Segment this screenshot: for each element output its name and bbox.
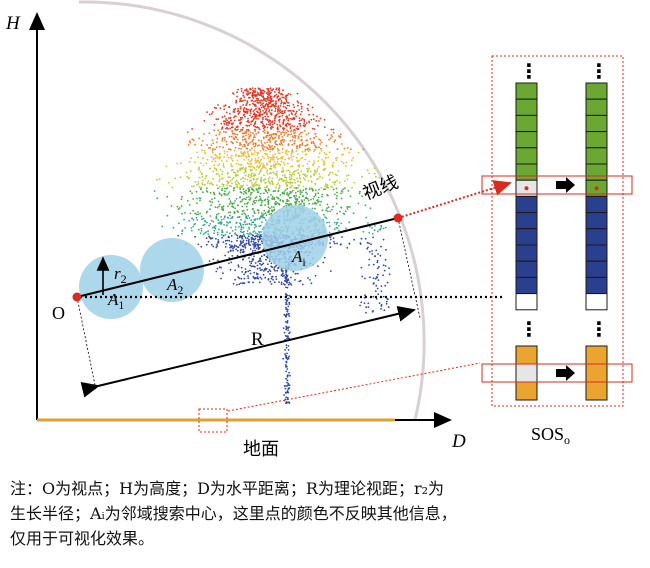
sos-cell-upper [585,260,608,278]
r-dimension-arrow [80,305,416,398]
sos-marker-dot [594,186,599,191]
sos-cell-lower [585,345,608,365]
search-sphere-a1 [79,255,143,319]
sos-arrow-lower [556,365,575,381]
sos-cell-lower [515,363,538,383]
sos-highlight-lower [481,363,633,383]
dots-top-right: ⋮ [589,59,609,83]
sos-highlight-upper [481,175,633,195]
a2-label: A2 [166,275,183,297]
sos-cell-lower [585,363,608,383]
a1-label: A1 [107,290,124,312]
sos-cell-lower [585,381,608,401]
sight-line [76,217,399,298]
view-range-arc [78,0,426,421]
sos-cell-upper [515,212,538,230]
r2-label: r2 [114,264,127,286]
sos-cell-upper [515,293,538,311]
sos-cell-upper [515,228,538,246]
sos-cell-upper [585,147,608,165]
sos-cell-upper [515,114,538,133]
sos-cell-upper [585,163,608,181]
sos-cell-upper [515,131,538,149]
sos-cell-upper [585,114,608,133]
sos-cell-upper [585,195,608,214]
sos-cell-upper [515,82,538,100]
h-axis-label: H [5,13,21,34]
r-extension-right [397,217,421,319]
sightline-end-dot [393,213,403,223]
sos-cell-upper [515,147,538,165]
sos-cell-upper [585,212,608,230]
d-axis-label: D [451,431,466,452]
sos-cell-upper [515,276,538,295]
caption-line-2: 生长半径；Aᵢ为邻域搜索中心，这里点的颜色不反映其他信息， [10,504,457,523]
sos-columns [515,82,608,401]
dots-mid-left: ⋮ [519,317,539,341]
caption-line-1: 注：O为视点；H为高度；D为水平距离；R为理论视距；r₂为 [10,479,445,498]
ground-link [227,362,481,412]
origin-label: O [52,303,65,323]
sos-cell-upper [515,163,538,181]
sos-cell-upper [515,244,538,262]
sos-cell-lower [515,381,538,401]
sos-cell-upper [585,131,608,149]
caption: 注：O为视点；H为高度；D为水平距离；R为理论视距；r₂为 生长半径；Aᵢ为邻域… [10,476,640,551]
sos-cell-upper [515,260,538,278]
sos-cell-upper [585,276,608,295]
search-sphere-ai [262,205,328,271]
ground-sample-box [198,408,228,433]
sos-diagram: H D O R r2 A1 A2 Ai 视线 地面 SOSo ⋮ ⋮ ⋮ ⋮ [5,0,633,460]
dots-top-left: ⋮ [519,59,539,83]
sight-link [397,180,512,219]
sos-cell-upper [585,293,608,311]
sos-cell-upper [585,82,608,100]
sos-cell-upper [585,244,608,262]
sos-arrow-upper [556,177,575,193]
r-label: R [251,329,264,350]
viewpoint-dot [72,292,82,302]
sos-panel-frame [491,55,624,407]
search-sphere-a2 [140,238,204,302]
dots-mid-right: ⋮ [589,317,609,341]
sos-cell-upper [585,228,608,246]
sos-cell-upper [515,98,538,116]
sos-label: SOSo [531,424,570,447]
caption-line-3: 仅用于可视化效果。 [10,529,155,548]
ground-label: 地面 [243,439,279,460]
sight-line-label: 视线 [360,172,401,205]
sos-marker-dot [524,186,529,191]
sos-cell-upper [585,98,608,116]
sos-cell-upper [515,195,538,214]
ai-label: Ai [291,247,306,269]
sos-cell-lower [515,345,538,365]
